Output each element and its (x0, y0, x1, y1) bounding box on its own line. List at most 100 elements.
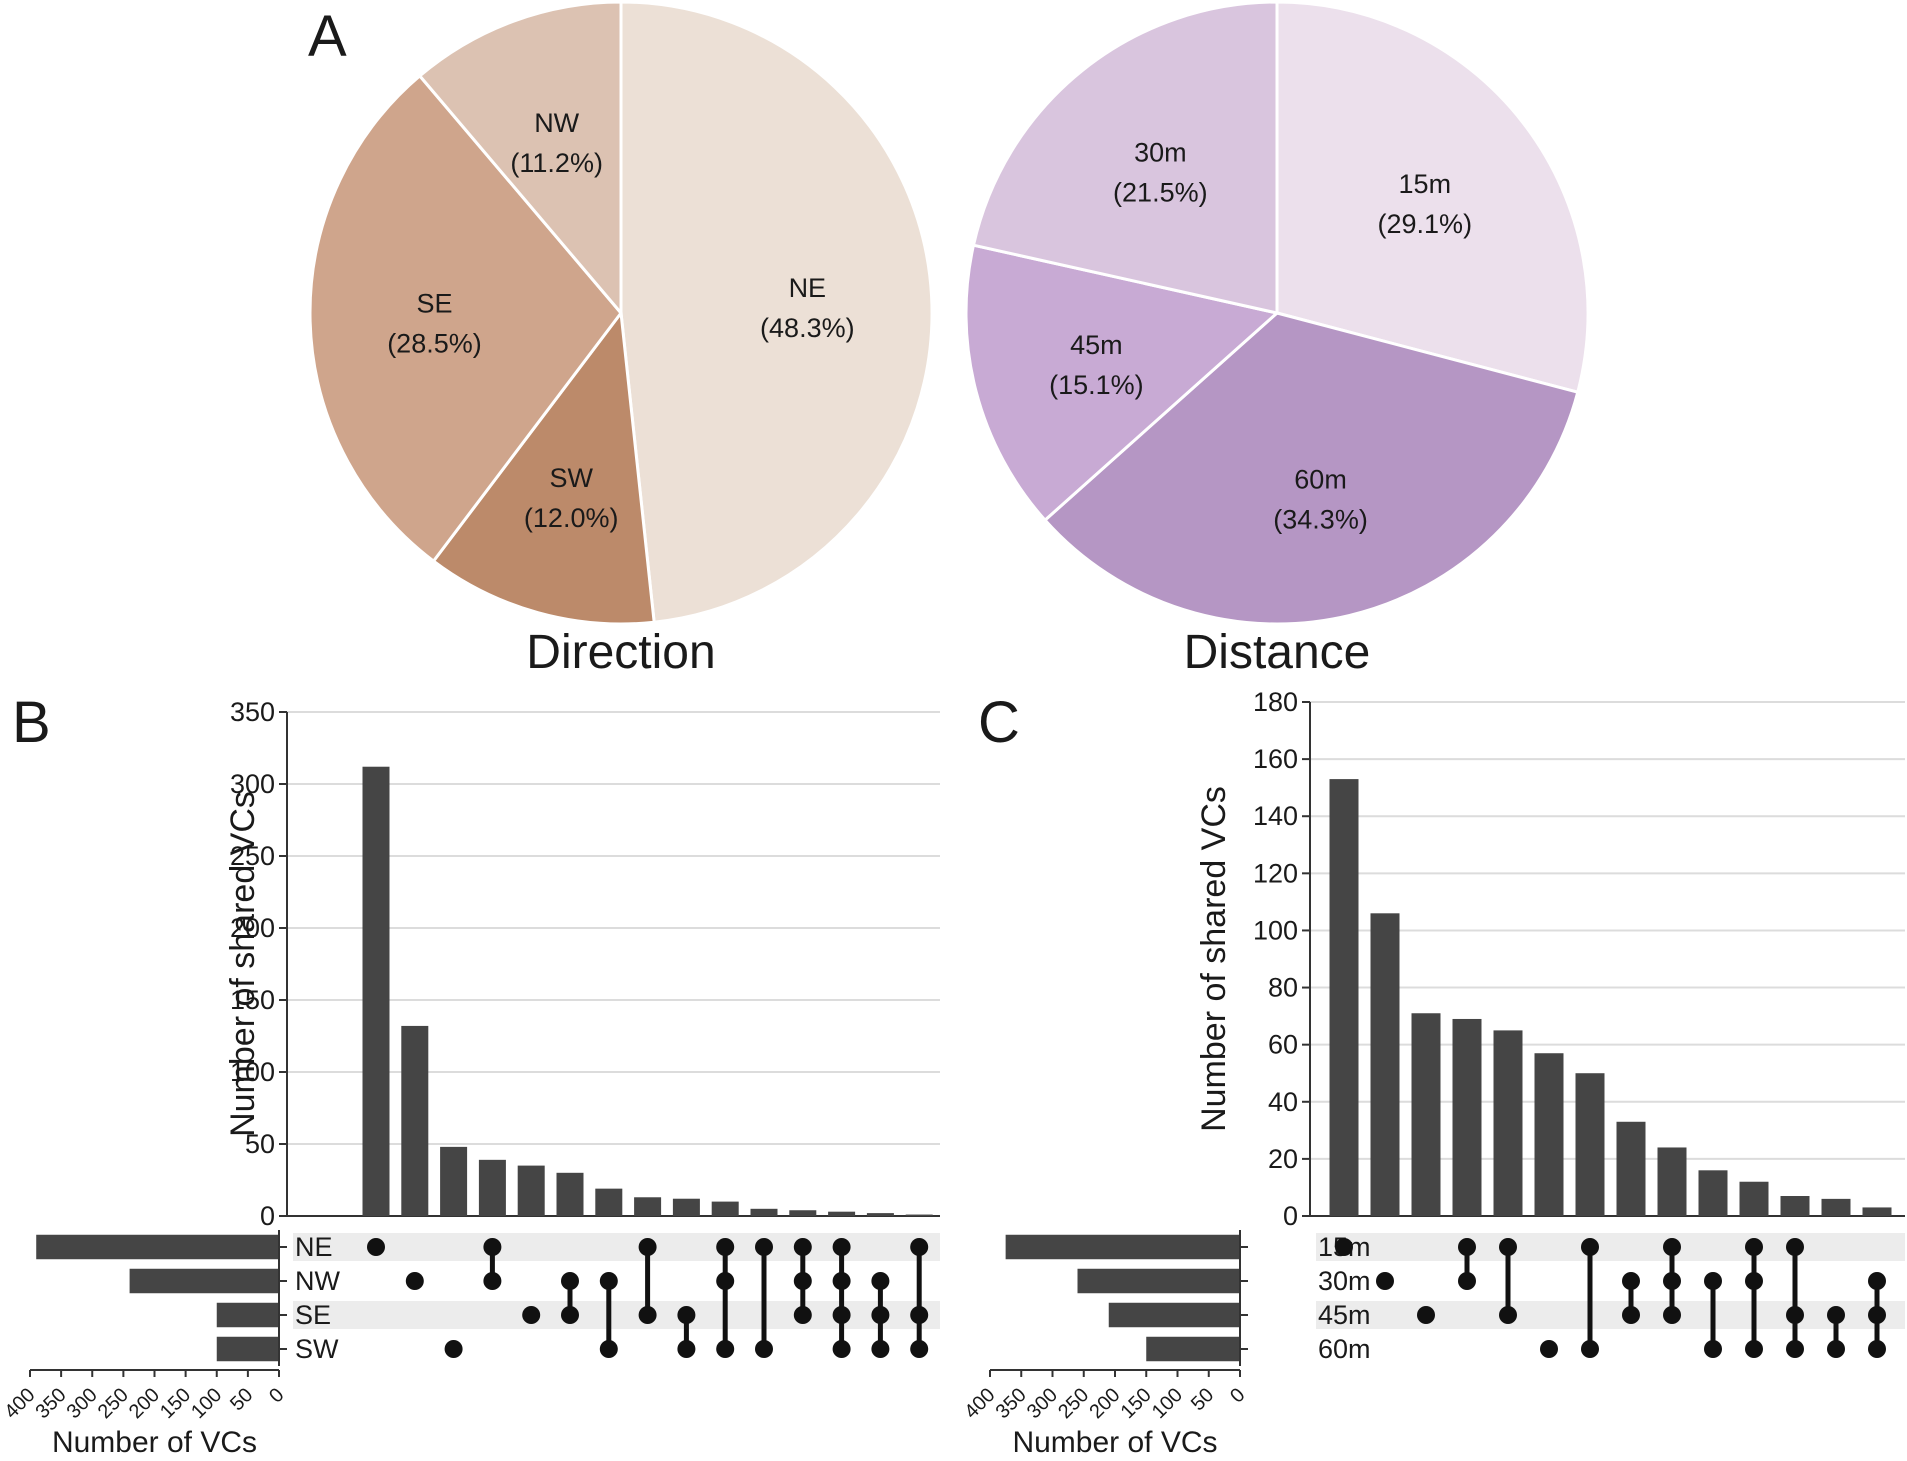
intersection-dot (910, 1238, 929, 1256)
panel-letter-a: A (308, 4, 347, 69)
intersection-dot (832, 1340, 851, 1358)
intersection-dot (910, 1340, 929, 1358)
intersection-bar (1411, 1013, 1441, 1216)
intersection-bar (1616, 1121, 1646, 1216)
set-size-tick-label: 250 (94, 1384, 133, 1423)
y-tick-label: 20 (1268, 1144, 1298, 1174)
intersection-bar (634, 1197, 662, 1216)
intersection-bar (905, 1214, 933, 1216)
y-tick-label: 160 (1253, 744, 1298, 774)
intersection-bar (789, 1210, 817, 1216)
intersection-dot (716, 1340, 735, 1358)
y-tick-label: 140 (1253, 801, 1298, 831)
pie-slice-percent: (29.1%) (1378, 209, 1473, 239)
pie-slice-percent: (48.3%) (760, 313, 855, 343)
intersection-bar (1821, 1198, 1851, 1216)
y-tick-label: 40 (1268, 1087, 1298, 1117)
intersection-bar (362, 766, 390, 1216)
intersection-dot (483, 1272, 502, 1290)
intersection-dot (599, 1272, 618, 1290)
set-label: SE (295, 1300, 331, 1330)
intersection-dot (716, 1238, 735, 1256)
pie-slice-percent: (21.5%) (1113, 177, 1208, 207)
y-tick-label: 50 (245, 1129, 275, 1159)
intersection-bar (517, 1165, 545, 1216)
intersection-bar (828, 1211, 856, 1216)
set-size-tick-label: 400 (0, 1384, 39, 1423)
intersection-dot (561, 1272, 579, 1290)
intersection-bar (478, 1159, 506, 1216)
y-tick-label: 300 (230, 769, 275, 799)
set-size-axis-label: Number of VCs (52, 1426, 257, 1459)
intersection-dot (871, 1306, 890, 1324)
panel-letter-b: B (12, 690, 51, 755)
intersection-bar (1780, 1196, 1810, 1216)
intersection-dot (444, 1340, 463, 1358)
pie-slice-label: NE (789, 273, 827, 303)
set-size-tick-label: 400 (960, 1384, 999, 1423)
intersection-dot (1499, 1238, 1517, 1256)
pie-slice-label: SW (549, 463, 593, 493)
set-label: NW (295, 1266, 340, 1296)
pie-slice-percent: (12.0%) (524, 503, 619, 533)
intersection-dot (599, 1340, 618, 1358)
set-row-stripe (1316, 1233, 1905, 1261)
intersection-dot (755, 1340, 773, 1358)
intersection-dot (483, 1238, 502, 1256)
intersection-dot (1786, 1306, 1804, 1324)
intersection-dot (871, 1272, 890, 1290)
pie-slice-se (308, 73, 623, 564)
pie-direction: NE (48.3%) SW (12.0%) SE (28.5%) NW (11.2%) Dire… (308, 0, 934, 679)
set-size-tick-label: 200 (125, 1384, 164, 1423)
intersection-dot (1704, 1272, 1722, 1290)
pie-slice-45m (964, 243, 1281, 523)
intersection-bar (1657, 1147, 1687, 1216)
intersection-dot (793, 1272, 812, 1290)
set-size-tick-label: 0 (265, 1384, 288, 1407)
set-label: SW (295, 1334, 339, 1364)
set-label: 30m (1318, 1266, 1371, 1296)
intersection-dot (1622, 1306, 1640, 1324)
set-size-bar (36, 1234, 279, 1260)
set-size-tick-label: 50 (226, 1384, 257, 1415)
intersection-dot (793, 1238, 812, 1256)
pie-slice-ne (619, 0, 934, 624)
y-tick-label: 120 (1253, 858, 1298, 888)
intersection-dot (1786, 1238, 1804, 1256)
intersection-bar (1739, 1181, 1769, 1216)
intersection-dot (1458, 1238, 1476, 1256)
intersection-bar (1452, 1018, 1482, 1216)
y-tick-label: 200 (230, 913, 275, 943)
intersection-dot (1786, 1340, 1804, 1358)
y-tick-label: 350 (230, 697, 275, 727)
pie-slice-percent: (11.2%) (510, 148, 603, 178)
set-size-bar (216, 1302, 279, 1328)
intersection-bar (1862, 1207, 1892, 1216)
intersection-dot (1663, 1238, 1681, 1256)
pie-slice-percent: (34.3%) (1273, 504, 1368, 534)
set-size-tick-label: 200 (1085, 1384, 1124, 1423)
set-size-tick-label: 50 (1187, 1384, 1218, 1415)
pie-slice-label: 45m (1070, 330, 1123, 360)
intersection-dot (1581, 1238, 1599, 1256)
pie-slice-sw (431, 309, 656, 626)
intersection-dot (405, 1272, 424, 1290)
intersection-bar (1329, 779, 1359, 1216)
pie-distance: 15m (29.1%) 60m (34.3%) 45m (15.1%) 30m (21.5%)… (964, 0, 1590, 679)
set-size-tick-label: 0 (1226, 1384, 1249, 1407)
intersection-bar (750, 1208, 778, 1216)
intersection-dot (677, 1306, 696, 1324)
y-tick-label: 100 (1253, 915, 1298, 945)
intersection-dot (1458, 1272, 1476, 1290)
y-tick-label: 150 (230, 985, 275, 1015)
set-size-tick-label: 250 (1054, 1384, 1093, 1423)
pie-slice-label: 30m (1134, 137, 1187, 167)
pie-slice-nw (417, 0, 623, 318)
intersection-dot (1335, 1238, 1353, 1256)
intersection-dot (716, 1272, 735, 1290)
intersection-dot (755, 1238, 773, 1256)
intersection-dot (832, 1272, 851, 1290)
intersection-dot (1868, 1306, 1886, 1324)
set-size-bar (1005, 1234, 1240, 1260)
y-axis-label: Number of shared VCs (1195, 786, 1233, 1132)
